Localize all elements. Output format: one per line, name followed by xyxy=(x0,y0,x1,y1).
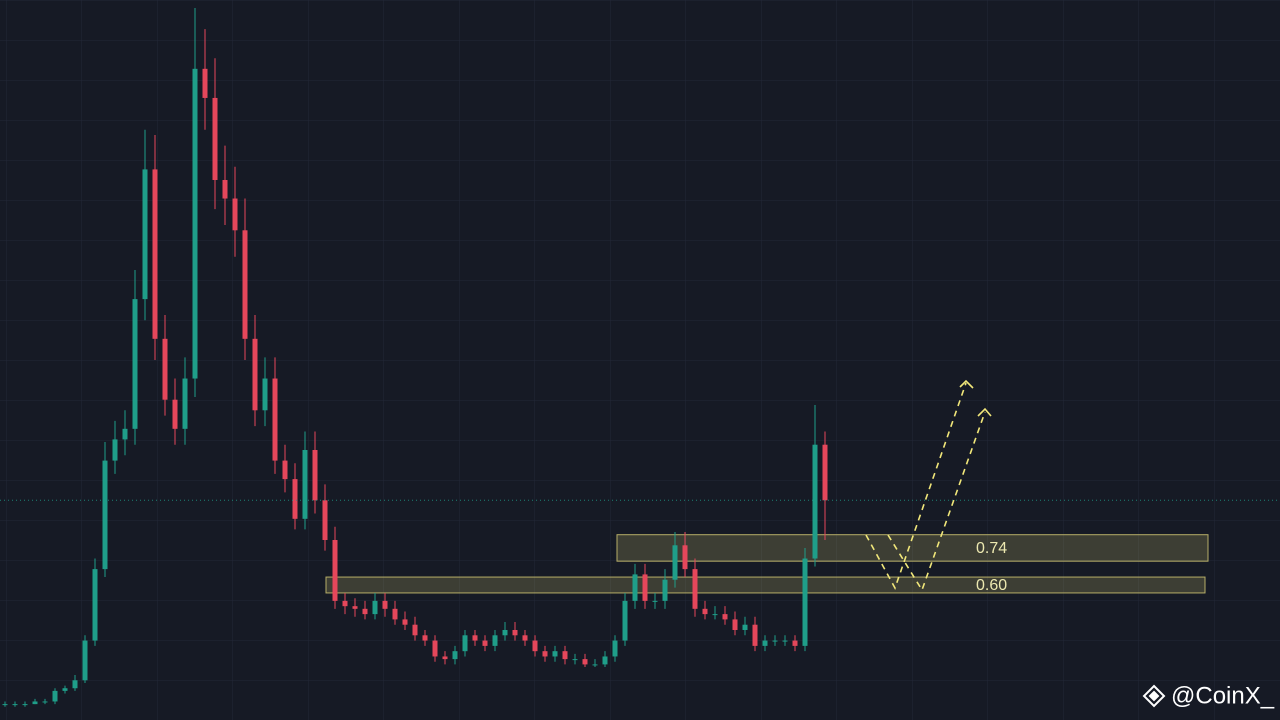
candle-body xyxy=(2,704,8,706)
candle-body xyxy=(502,630,508,636)
candle-body xyxy=(182,378,188,429)
watermark-text: @CoinX_ xyxy=(1171,682,1275,709)
candle-body xyxy=(442,656,448,660)
candle-body xyxy=(812,444,818,559)
candle-body xyxy=(752,624,758,646)
candle-body xyxy=(692,569,698,609)
candle-body xyxy=(12,704,18,706)
candle-body xyxy=(72,680,78,689)
candle-body xyxy=(52,690,58,702)
forecast-line xyxy=(887,411,986,592)
candle-body xyxy=(532,640,538,652)
candle-body xyxy=(682,545,688,570)
candle-body xyxy=(652,600,658,602)
candle-body xyxy=(482,640,488,646)
candle-body xyxy=(42,701,48,703)
candle-body xyxy=(302,450,308,519)
candle-body xyxy=(472,635,478,641)
candle-body xyxy=(622,600,628,641)
candle-body xyxy=(212,97,218,180)
candle-body xyxy=(822,444,828,501)
candle-body xyxy=(362,608,368,615)
candle-body xyxy=(272,378,278,461)
candle-body xyxy=(242,230,248,339)
candle-body xyxy=(112,439,118,461)
candle-body xyxy=(742,624,748,630)
candle-body xyxy=(612,640,618,657)
zone-label: 0.74 xyxy=(976,540,1007,557)
candle-body xyxy=(522,635,528,641)
candle-body xyxy=(792,640,798,646)
candle-body xyxy=(662,579,668,601)
candle-body xyxy=(722,614,728,620)
candle-body xyxy=(342,600,348,607)
forecast-arrows xyxy=(959,379,992,417)
candle-body xyxy=(332,540,338,601)
candle-body xyxy=(542,651,548,657)
candle-body xyxy=(772,640,778,642)
candle-body xyxy=(292,479,298,519)
forecast-line xyxy=(865,382,967,590)
candle-body xyxy=(352,606,358,609)
candle-body xyxy=(392,608,398,620)
candle-body xyxy=(422,635,428,641)
candle-body xyxy=(162,338,168,400)
candle-body xyxy=(462,635,468,652)
watermark-icon xyxy=(1142,684,1166,708)
arrowhead xyxy=(959,379,974,389)
candle-body xyxy=(372,600,378,615)
candle-body xyxy=(572,659,578,661)
candle-body xyxy=(602,656,608,665)
candle-body xyxy=(222,180,228,199)
candle-body xyxy=(402,619,408,625)
candle-body xyxy=(322,500,328,540)
candle-body xyxy=(642,574,648,601)
candle-body xyxy=(102,460,108,570)
candle-body xyxy=(92,569,98,641)
candle-body xyxy=(192,68,198,379)
candle-body xyxy=(452,651,458,660)
candle-body xyxy=(782,640,788,642)
candle-body xyxy=(22,704,28,706)
candle-body xyxy=(202,68,208,98)
candle-body xyxy=(492,635,498,646)
candle-body xyxy=(552,651,558,657)
candle-body xyxy=(762,640,768,646)
candle-body xyxy=(122,428,128,440)
candle-body xyxy=(592,664,598,666)
candle-body xyxy=(312,450,318,501)
candle-body xyxy=(712,614,718,616)
zone xyxy=(325,576,1206,594)
candle-body xyxy=(582,659,588,665)
candle-body xyxy=(142,169,148,300)
watermark: @CoinX_ xyxy=(1142,682,1275,709)
candle-body xyxy=(282,460,288,480)
candle-body xyxy=(82,640,88,681)
candle-body xyxy=(732,619,738,630)
zone-label: 0.60 xyxy=(976,577,1007,594)
candle-body xyxy=(152,169,158,339)
candle-body xyxy=(382,600,388,609)
candle-body xyxy=(702,608,708,615)
candle-body xyxy=(432,640,438,657)
candle-body xyxy=(172,399,178,429)
candle-body xyxy=(512,630,518,636)
forecast-path xyxy=(865,382,986,592)
candle-body xyxy=(562,651,568,660)
candle-body xyxy=(62,688,68,691)
candle-body xyxy=(262,378,268,411)
arrowhead xyxy=(977,407,992,417)
candle-body xyxy=(32,701,38,705)
candle-body xyxy=(412,624,418,636)
candle-body xyxy=(132,299,138,429)
candle-body xyxy=(232,198,238,231)
candles xyxy=(0,7,1280,707)
candle-body xyxy=(672,545,678,580)
candle-body xyxy=(632,574,638,601)
candle-body xyxy=(252,338,258,411)
candle-body xyxy=(802,558,808,646)
